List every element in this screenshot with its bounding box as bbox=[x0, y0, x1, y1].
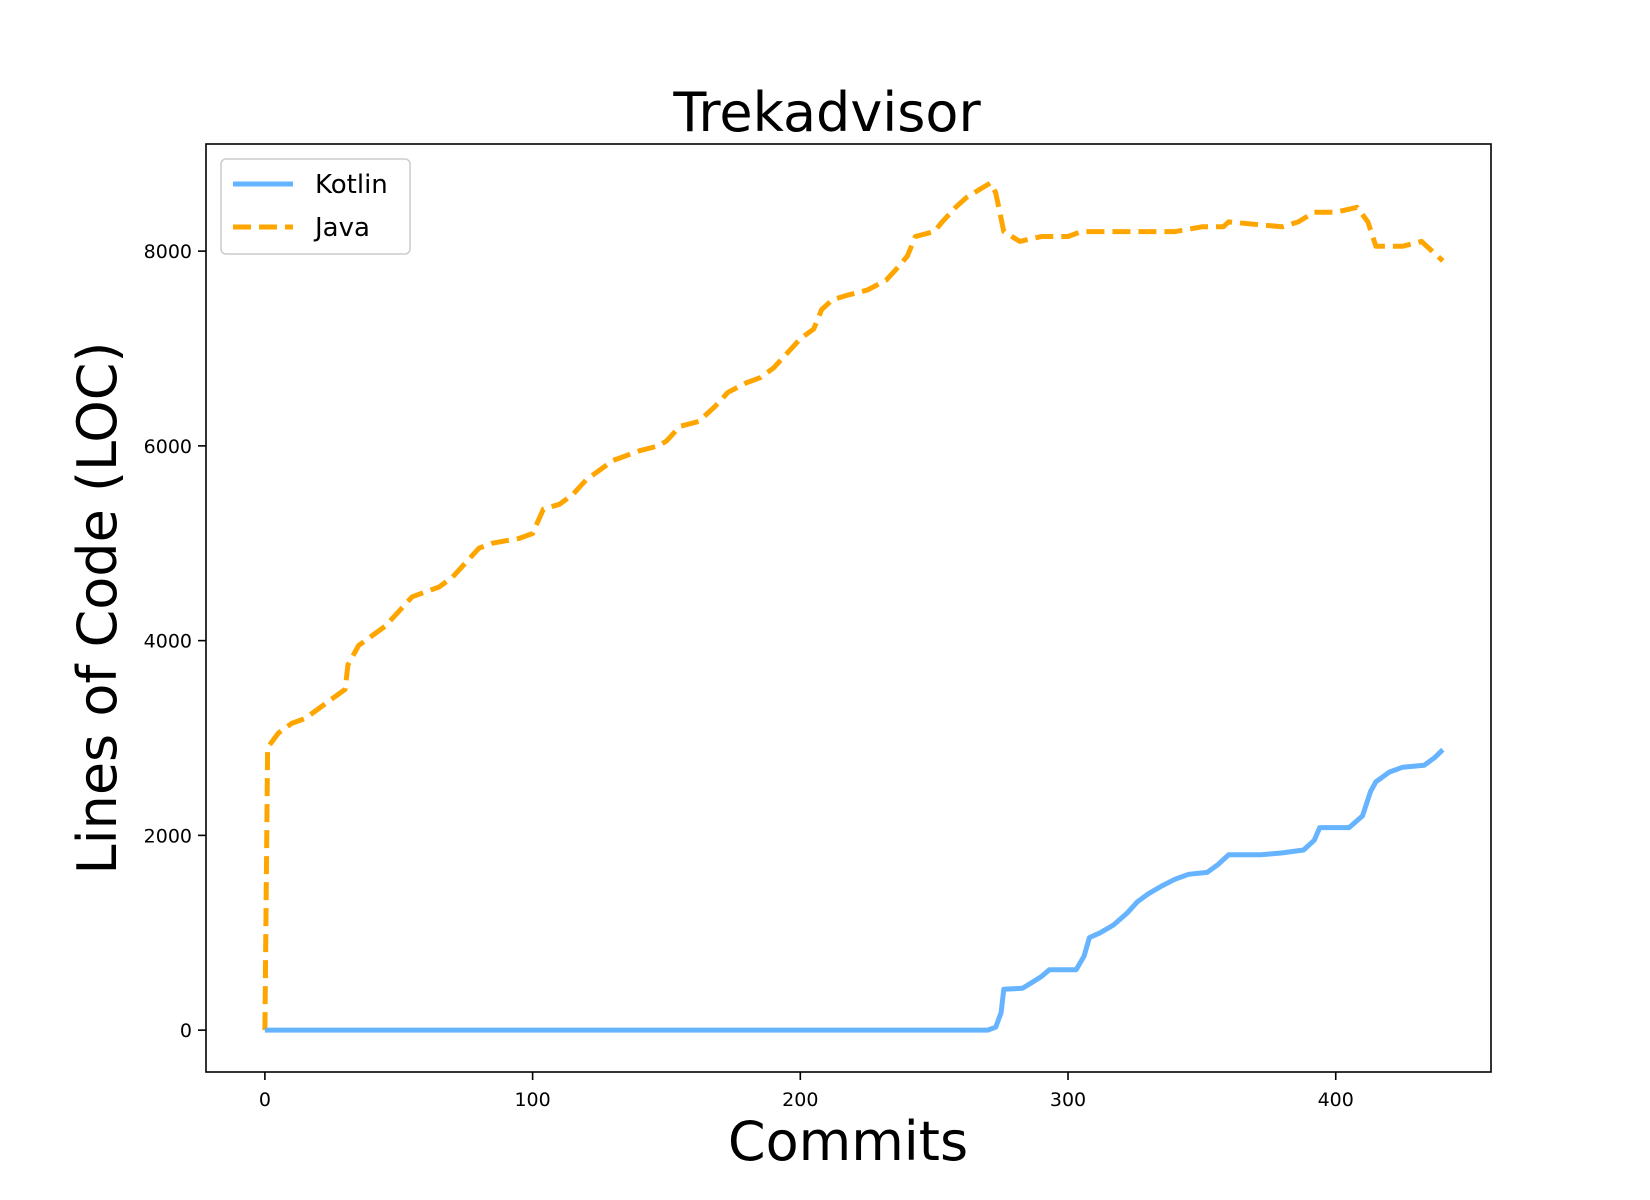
y-tick-label: 0 bbox=[180, 1020, 192, 1042]
y-axis-ticks: 0 2000 4000 6000 8000 bbox=[144, 241, 206, 1042]
x-tick-label: 100 bbox=[514, 1089, 550, 1111]
legend-label-kotlin: Kotlin bbox=[315, 170, 388, 200]
x-tick-label: 200 bbox=[782, 1089, 818, 1111]
y-axis-label: Lines of Code (LOC) bbox=[66, 342, 129, 875]
x-axis-ticks: 0 100 200 300 400 bbox=[259, 1072, 1354, 1111]
x-tick-label: 300 bbox=[1050, 1089, 1086, 1111]
plot-area bbox=[262, 180, 1445, 1033]
series-line-java bbox=[262, 180, 1445, 1031]
legend: Kotlin Java bbox=[220, 158, 411, 255]
legend-label-java: Java bbox=[313, 213, 370, 243]
x-tick-label: 400 bbox=[1318, 1089, 1354, 1111]
series-line-kotlin bbox=[264, 747, 1445, 1033]
x-axis-label: Commits bbox=[728, 1110, 968, 1173]
y-tick-label: 2000 bbox=[144, 825, 192, 847]
chart-title: Trekadvisor bbox=[672, 81, 981, 144]
y-tick-label: 6000 bbox=[144, 436, 192, 458]
y-tick-label: 4000 bbox=[144, 631, 192, 653]
plot-frame bbox=[205, 143, 1492, 1073]
x-tick-label: 0 bbox=[259, 1089, 271, 1111]
y-tick-label: 8000 bbox=[144, 241, 192, 263]
